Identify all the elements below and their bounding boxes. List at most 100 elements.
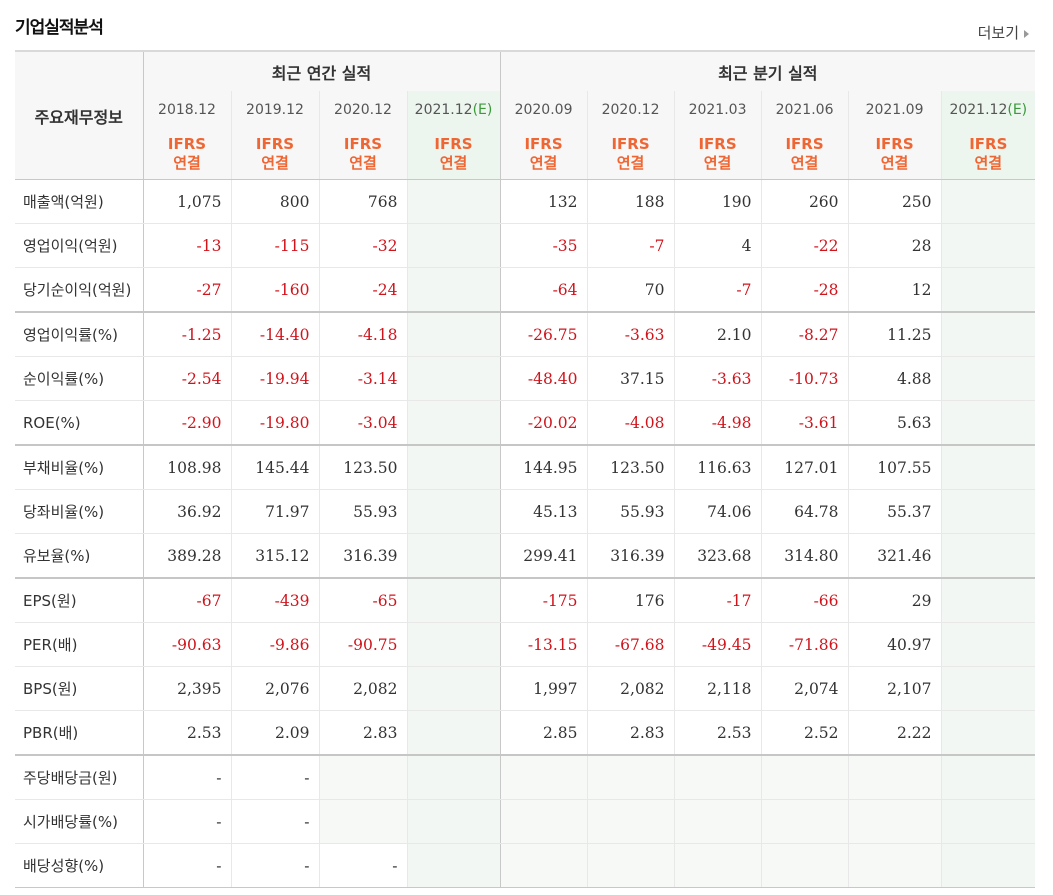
row-label: 부채비율(%) [15,444,143,490]
table-cell: 188 [586,179,675,224]
table-cell: 123.50 [586,444,675,490]
table-cell [406,577,501,623]
table-cell [940,356,1036,401]
table-cell: -14.40 [230,311,319,357]
table-cell [406,267,501,313]
table-cell: 116.63 [673,444,762,490]
table-cell [940,622,1036,667]
table-cell: -90.75 [318,622,407,667]
table-cell [406,444,501,490]
table-row: EPS(원) -67 -439 -65 -175 176 -17 -66 29 [15,577,1036,623]
financial-table: 주요재무정보 최근 연간 실적 최근 분기 실적 2018.12 2019.12 2… [15,50,1036,888]
table-cell [940,400,1036,446]
table-cell [673,843,762,888]
table-cell [406,843,501,888]
table-cell: 37.15 [586,356,675,401]
table-cell: 316.39 [586,533,675,579]
estimate-mark: (E) [472,101,493,118]
table-cell: 71.97 [230,489,319,534]
period-label: 2021.09 [865,101,924,118]
table-cell: 123.50 [318,444,407,490]
table-cell: 2.53 [142,710,231,756]
table-cell: 2.83 [586,710,675,756]
table-cell: -66 [760,577,849,623]
table-cell: -3.63 [673,356,762,401]
table-cell: 12 [847,267,942,313]
table-cell: 314.80 [760,533,849,579]
table-cell: 323.68 [673,533,762,579]
table-cell: -65 [318,577,407,623]
table-cell: -439 [230,577,319,623]
table-cell: -28 [760,267,849,313]
table-cell: 40.97 [847,622,942,667]
table-cell [847,754,942,800]
table-cell [940,179,1036,224]
table-cell [940,311,1036,357]
table-cell: 11.25 [847,311,942,357]
table-cell [406,666,501,711]
table-cell: - [142,754,231,800]
basis-consolidated: 연결 [529,153,558,172]
table-cell: 1,997 [499,666,588,711]
basis-consolidated: 연결 [880,153,909,172]
table-cell: 2,074 [760,666,849,711]
table-cell [406,710,501,756]
table-cell [940,267,1036,313]
table-cell: -4.08 [586,400,675,446]
table-cell: 5.63 [847,400,942,446]
table-cell [940,533,1036,579]
table-cell: 107.55 [847,444,942,490]
table-cell [406,533,501,579]
table-cell: -3.61 [760,400,849,446]
more-link[interactable]: 더보기 [978,22,1029,43]
basis-ifrs: IFRS [969,134,1008,153]
table-cell: 145.44 [230,444,319,490]
table-cell: -115 [230,223,319,268]
table-cell: -27 [142,267,231,313]
basis-ifrs: IFRS [167,134,207,153]
table-cell [940,666,1036,711]
table-cell: 768 [318,179,407,224]
period-label: 2018.12 [158,101,216,118]
basis-header: IFRS 연결 [940,128,1036,180]
row-label: ROE(%) [15,400,143,446]
table-cell: 2,076 [230,666,319,711]
table-cell: 316.39 [318,533,407,579]
basis-header: IFRS 연결 [142,128,231,180]
table-cell: -10.73 [760,356,849,401]
table-cell: 36.92 [142,489,231,534]
period-header: 2020.12 [586,91,675,128]
table-cell: -67 [142,577,231,623]
table-cell [940,489,1036,534]
period-label: 2021.06 [775,101,834,118]
table-cell: 29 [847,577,942,623]
table-cell: -90.63 [142,622,231,667]
row-label: BPS(원) [15,666,143,711]
table-cell: 2.85 [499,710,588,756]
table-cell [406,799,501,844]
table-cell: -71.86 [760,622,849,667]
table-cell: -17 [673,577,762,623]
table-cell: 2,118 [673,666,762,711]
table-cell: 132 [499,179,588,224]
basis-header: IFRS 연결 [406,128,501,180]
table-cell: -48.40 [499,356,588,401]
table-cell [760,799,849,844]
table-cell: 2.10 [673,311,762,357]
basis-ifrs: IFRS [255,134,295,153]
table-cell: -2.90 [142,400,231,446]
table-cell [940,223,1036,268]
basis-header: IFRS 연결 [499,128,588,180]
table-cell: -20.02 [499,400,588,446]
basis-ifrs: IFRS [611,134,650,153]
period-label: 2020.12 [334,101,392,118]
table-cell [940,799,1036,844]
table-cell: -8.27 [760,311,849,357]
table-cell [847,799,942,844]
table-cell: -3.63 [586,311,675,357]
table-cell [499,799,588,844]
table-cell: -19.94 [230,356,319,401]
table-cell [406,356,501,401]
table-cell: 74.06 [673,489,762,534]
table-cell: 2.09 [230,710,319,756]
